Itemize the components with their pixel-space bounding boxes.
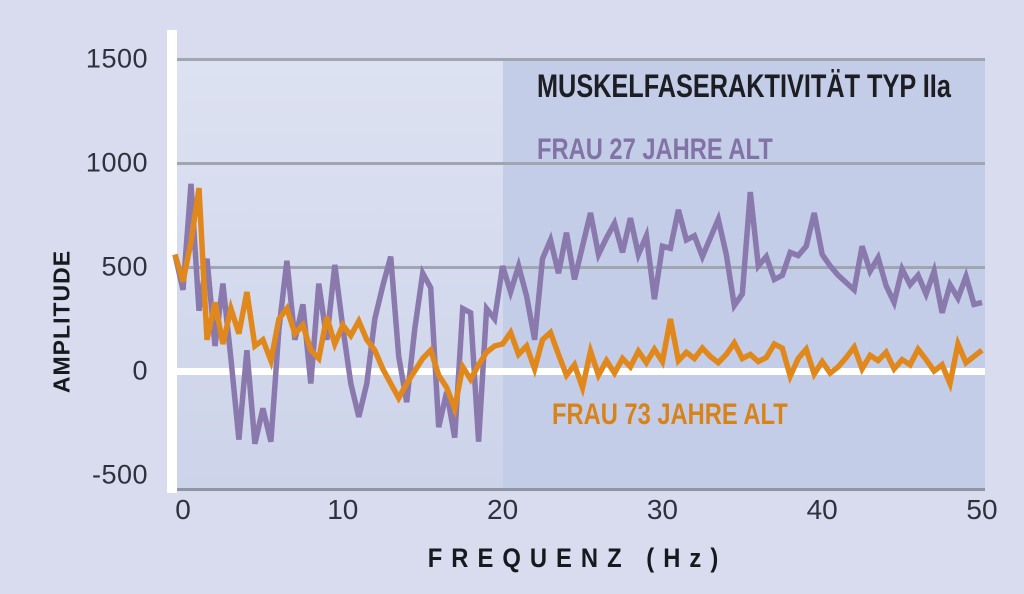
x-tick-label-40: 40 <box>806 494 838 525</box>
gridline-1000 <box>170 162 985 165</box>
x-tick-label-20: 20 <box>487 494 519 525</box>
series-line-frau-27 <box>172 183 983 445</box>
x-tick-label-30: 30 <box>646 494 678 525</box>
legend-frau-73: FRAU 73 JAHRE ALT <box>552 398 788 431</box>
y-tick-label-1000: 1000 <box>85 147 148 178</box>
gridline-1500 <box>170 58 985 61</box>
x-tick-label-50: 50 <box>966 494 998 525</box>
legend-frau-27: FRAU 27 JAHRE ALT <box>537 133 773 166</box>
x-tick-label-0: 0 <box>175 494 191 525</box>
y-tick-label-0: 0 <box>132 355 148 386</box>
y-tick-label-1500: 1500 <box>85 43 148 74</box>
x-axis-label: FREQUENZ (Hz) <box>427 543 728 573</box>
y-tick-label--500: -500 <box>91 459 148 490</box>
x-tick-label-10: 10 <box>327 494 359 525</box>
x-axis-line <box>170 488 985 491</box>
chart-title: MUSKELFASERAKTIVITÄT TYP IIa <box>537 68 951 104</box>
y-axis-line <box>167 30 177 493</box>
series-line-frau-73 <box>172 187 984 419</box>
y-tick-label-500: 500 <box>101 251 148 282</box>
y-axis-label: AMPLITUDE <box>48 249 75 394</box>
